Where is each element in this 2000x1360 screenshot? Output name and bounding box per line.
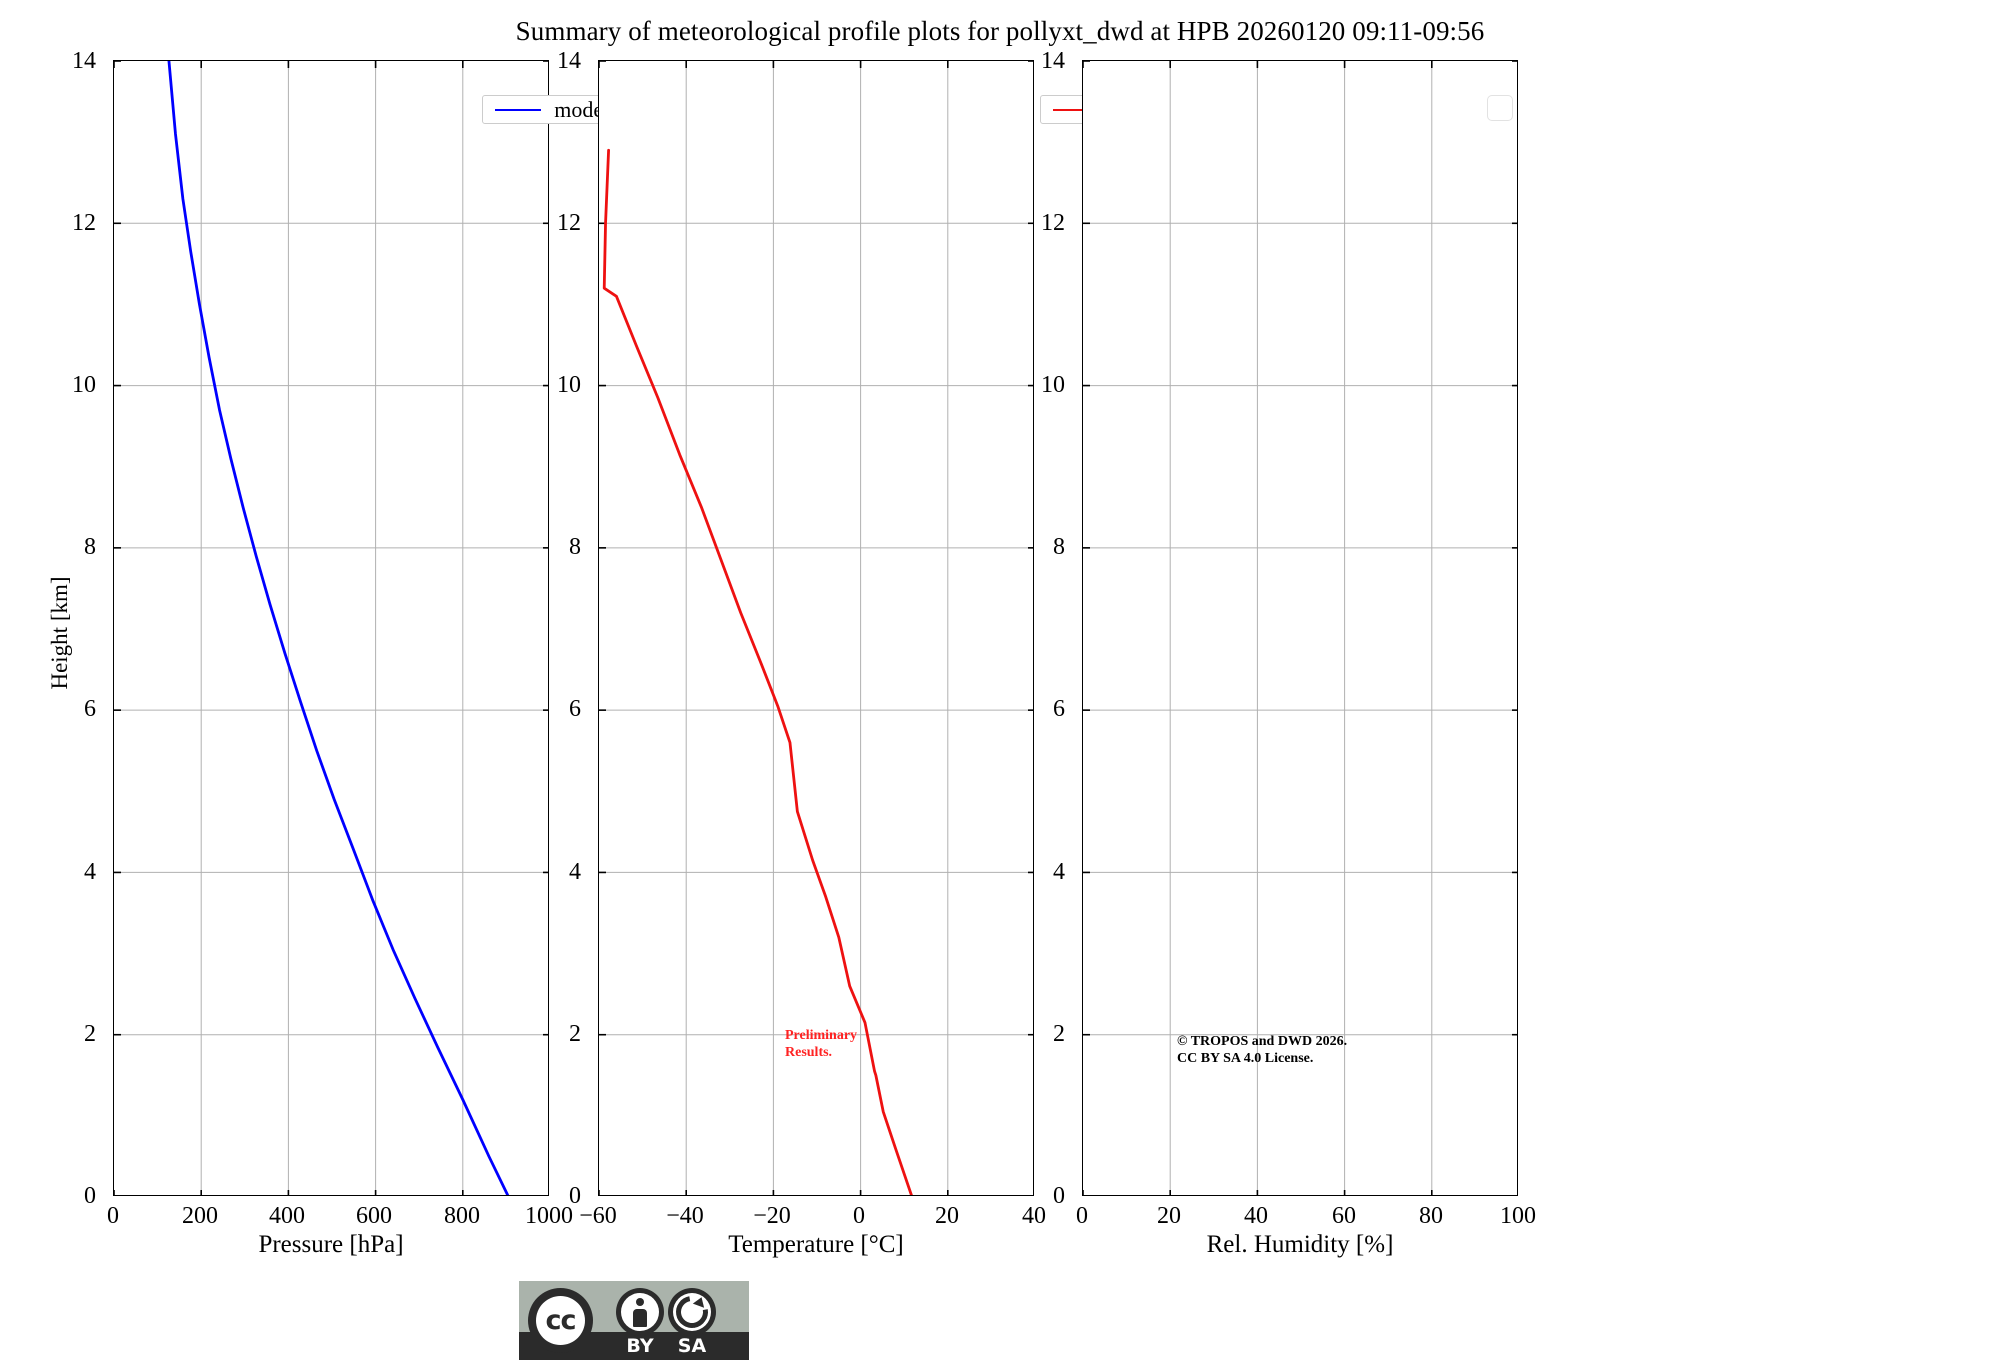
cc-logo-text: cc <box>536 1296 585 1345</box>
preliminary-results-note: Preliminary Results. <box>785 1028 858 1060</box>
xtick-label: 60 <box>1332 1203 1356 1229</box>
temperature-plot-svg <box>599 61 1033 1195</box>
ytick-label: 14 <box>557 48 581 74</box>
cc-sa-ring <box>673 1293 711 1331</box>
xaxis-label-pressure: Pressure [hPa] <box>258 1231 404 1258</box>
cc-by-label: BY <box>626 1335 654 1357</box>
pressure-plot-svg <box>114 61 548 1195</box>
xaxis-label-humidity: Rel. Humidity [%] <box>1206 1231 1394 1258</box>
cc-sa-share-alike-icon <box>668 1288 716 1336</box>
ytick-label: 10 <box>1041 372 1065 398</box>
xtick-label: 200 <box>182 1203 218 1229</box>
xtick-label: −60 <box>579 1203 617 1229</box>
ytick-label: 2 <box>84 1021 96 1047</box>
xtick-label: 600 <box>356 1203 392 1229</box>
ytick-label: 6 <box>1053 696 1065 722</box>
xtick-label: 20 <box>935 1203 959 1229</box>
ytick-label: 6 <box>569 696 581 722</box>
ytick-label: 6 <box>84 696 96 722</box>
plot-area-temperature <box>598 60 1034 1196</box>
xtick-label: 40 <box>1022 1203 1046 1229</box>
page-title: Summary of meteorological profile plots … <box>515 16 1485 46</box>
xtick-label: 800 <box>444 1203 480 1229</box>
ytick-label: 12 <box>1041 210 1065 236</box>
ytick-label: 4 <box>84 859 96 885</box>
ytick-label: 4 <box>1053 859 1065 885</box>
ytick-label: 10 <box>72 372 96 398</box>
ytick-label: 2 <box>1053 1021 1065 1047</box>
yaxis-label-height: Height [km] <box>47 576 72 690</box>
xtick-label: 0 <box>1076 1203 1088 1229</box>
copyright-note: © TROPOS and DWD 2026. CC BY SA 4.0 Lice… <box>1177 1034 1348 1066</box>
ytick-label: 10 <box>557 372 581 398</box>
ytick-label: 0 <box>1053 1183 1065 1209</box>
xtick-label: 0 <box>107 1203 119 1229</box>
ytick-label: 4 <box>569 859 581 885</box>
ytick-label: 12 <box>557 210 581 236</box>
cc-sa-label: SA <box>677 1335 707 1357</box>
xtick-label: 80 <box>1419 1203 1443 1229</box>
person-body-shape <box>633 1309 647 1327</box>
cc-by-person-icon <box>616 1288 664 1336</box>
person-head-shape <box>636 1298 644 1306</box>
plot-area-humidity <box>1082 60 1518 1196</box>
ytick-label: 8 <box>569 534 581 560</box>
ytick-label: 14 <box>72 48 96 74</box>
xtick-label: 20 <box>1157 1203 1181 1229</box>
legend-line-swatch-pressure <box>495 108 542 111</box>
ytick-label: 0 <box>569 1183 581 1209</box>
ytick-label: 12 <box>72 210 96 236</box>
xtick-label: 400 <box>269 1203 305 1229</box>
cc-license-badge: cc BY SA <box>519 1281 749 1360</box>
ytick-label: 8 <box>84 534 96 560</box>
ytick-label: 8 <box>1053 534 1065 560</box>
ytick-label: 0 <box>84 1183 96 1209</box>
xtick-label: 1000 <box>525 1203 573 1229</box>
xtick-label: −40 <box>666 1203 704 1229</box>
xtick-label: 0 <box>853 1203 865 1229</box>
xtick-label: 40 <box>1244 1203 1268 1229</box>
legend-humidity-empty[interactable] <box>1487 95 1513 121</box>
sa-arrow-shape <box>669 1289 715 1335</box>
xaxis-label-temperature: Temperature [°C] <box>728 1231 904 1258</box>
xtick-label: 100 <box>1500 1203 1536 1229</box>
ytick-label: 14 <box>1041 48 1065 74</box>
plot-area-pressure <box>113 60 549 1196</box>
xtick-label: −20 <box>753 1203 791 1229</box>
humidity-plot-svg <box>1083 61 1517 1195</box>
ytick-label: 2 <box>569 1021 581 1047</box>
legend-line-swatch-temperature <box>1053 108 1105 111</box>
